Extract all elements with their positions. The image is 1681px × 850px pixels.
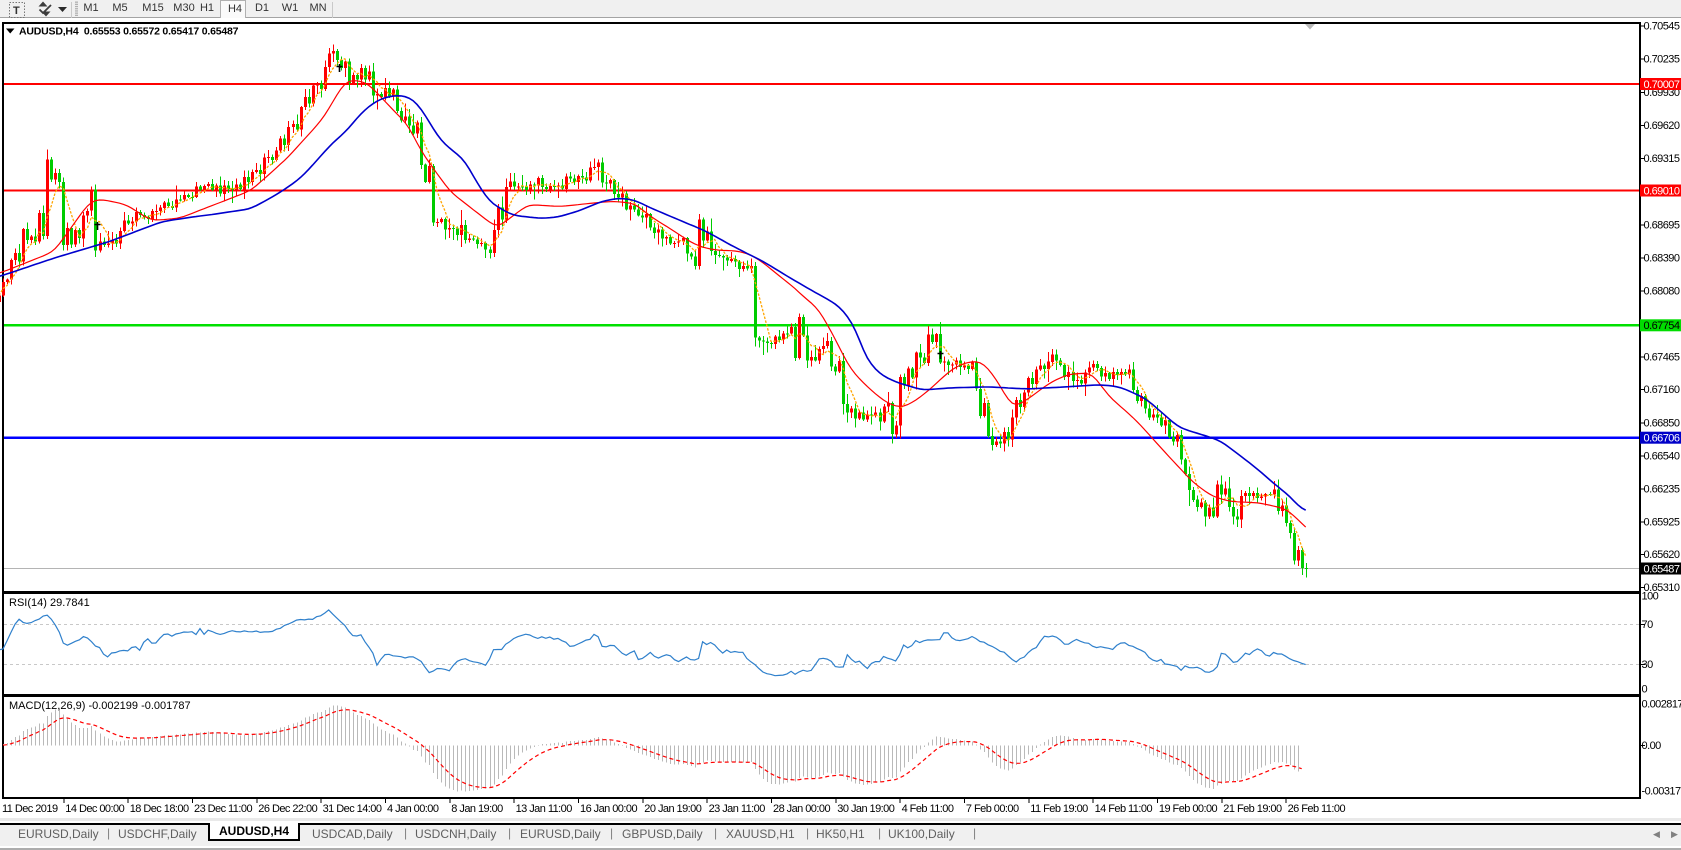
- svg-text:0.69010: 0.69010: [1644, 185, 1680, 197]
- svg-text:30: 30: [1642, 659, 1654, 671]
- svg-text:0.67754: 0.67754: [1644, 320, 1680, 332]
- svg-text:7 Feb 00:00: 7 Feb 00:00: [966, 803, 1019, 815]
- svg-text:0.65925: 0.65925: [1644, 516, 1680, 528]
- svg-text:0.66540: 0.66540: [1644, 451, 1680, 463]
- svg-text:0.00: 0.00: [1642, 740, 1662, 752]
- svg-text:13 Jan 11:00: 13 Jan 11:00: [516, 803, 573, 815]
- svg-text:11 Feb 19:00: 11 Feb 19:00: [1030, 803, 1088, 815]
- svg-text:21 Feb 19:00: 21 Feb 19:00: [1223, 803, 1282, 815]
- svg-text:0.65620: 0.65620: [1644, 549, 1680, 561]
- svg-text:0.68390: 0.68390: [1644, 253, 1680, 265]
- svg-text:100: 100: [1642, 591, 1659, 603]
- svg-text:14 Feb 11:00: 14 Feb 11:00: [1095, 803, 1153, 815]
- svg-text:AUDUSD,H4 0.65553 0.65572 0.6: AUDUSD,H4 0.65553 0.65572 0.65417 0.6548…: [19, 26, 239, 38]
- svg-text:0.66706: 0.66706: [1644, 433, 1680, 445]
- svg-text:30 Jan 19:00: 30 Jan 19:00: [837, 803, 894, 815]
- svg-text:11 Dec 2019: 11 Dec 2019: [2, 803, 58, 815]
- svg-text:70: 70: [1642, 619, 1654, 631]
- svg-text:0.65310: 0.65310: [1644, 582, 1680, 594]
- svg-text:RSI(14) 29.7841: RSI(14) 29.7841: [9, 597, 90, 609]
- svg-text:0.70007: 0.70007: [1644, 79, 1680, 91]
- svg-text:0.67465: 0.67465: [1644, 351, 1680, 363]
- svg-text:18 Dec 18:00: 18 Dec 18:00: [130, 803, 189, 815]
- svg-text:20 Jan 19:00: 20 Jan 19:00: [644, 803, 701, 815]
- svg-text:MACD(12,26,9) -0.002199 -0.001: MACD(12,26,9) -0.002199 -0.001787: [9, 700, 191, 712]
- svg-text:26 Feb 11:00: 26 Feb 11:00: [1288, 803, 1346, 815]
- svg-text:0.67160: 0.67160: [1644, 384, 1680, 396]
- svg-text:0.68695: 0.68695: [1644, 219, 1680, 231]
- svg-text:4 Jan 00:00: 4 Jan 00:00: [387, 803, 439, 815]
- svg-text:0: 0: [1642, 684, 1648, 696]
- svg-text:T: T: [13, 5, 20, 17]
- svg-text:16 Jan 00:00: 16 Jan 00:00: [580, 803, 637, 815]
- svg-text:0.66235: 0.66235: [1644, 483, 1680, 495]
- svg-text:4 Feb 11:00: 4 Feb 11:00: [902, 803, 954, 815]
- svg-text:-0.003179: -0.003179: [1642, 786, 1681, 798]
- svg-text:0.70235: 0.70235: [1644, 54, 1680, 66]
- svg-text:0.66850: 0.66850: [1644, 417, 1680, 429]
- svg-text:8 Jan 19:00: 8 Jan 19:00: [451, 803, 503, 815]
- svg-text:0.70545: 0.70545: [1644, 20, 1680, 32]
- svg-text:0.002817: 0.002817: [1642, 699, 1681, 711]
- svg-text:0.65487: 0.65487: [1644, 563, 1680, 575]
- svg-text:19 Feb 00:00: 19 Feb 00:00: [1159, 803, 1218, 815]
- svg-text:23 Jan 11:00: 23 Jan 11:00: [709, 803, 766, 815]
- svg-text:31 Dec 14:00: 31 Dec 14:00: [323, 803, 382, 815]
- svg-text:28 Jan 00:00: 28 Jan 00:00: [773, 803, 830, 815]
- svg-text:23 Dec 11:00: 23 Dec 11:00: [194, 803, 252, 815]
- svg-text:0.68080: 0.68080: [1644, 286, 1680, 298]
- svg-text:26 Dec 22:00: 26 Dec 22:00: [258, 803, 317, 815]
- svg-text:0.69620: 0.69620: [1644, 120, 1680, 132]
- svg-text:14 Dec 00:00: 14 Dec 00:00: [65, 803, 124, 815]
- svg-text:0.69315: 0.69315: [1644, 153, 1680, 165]
